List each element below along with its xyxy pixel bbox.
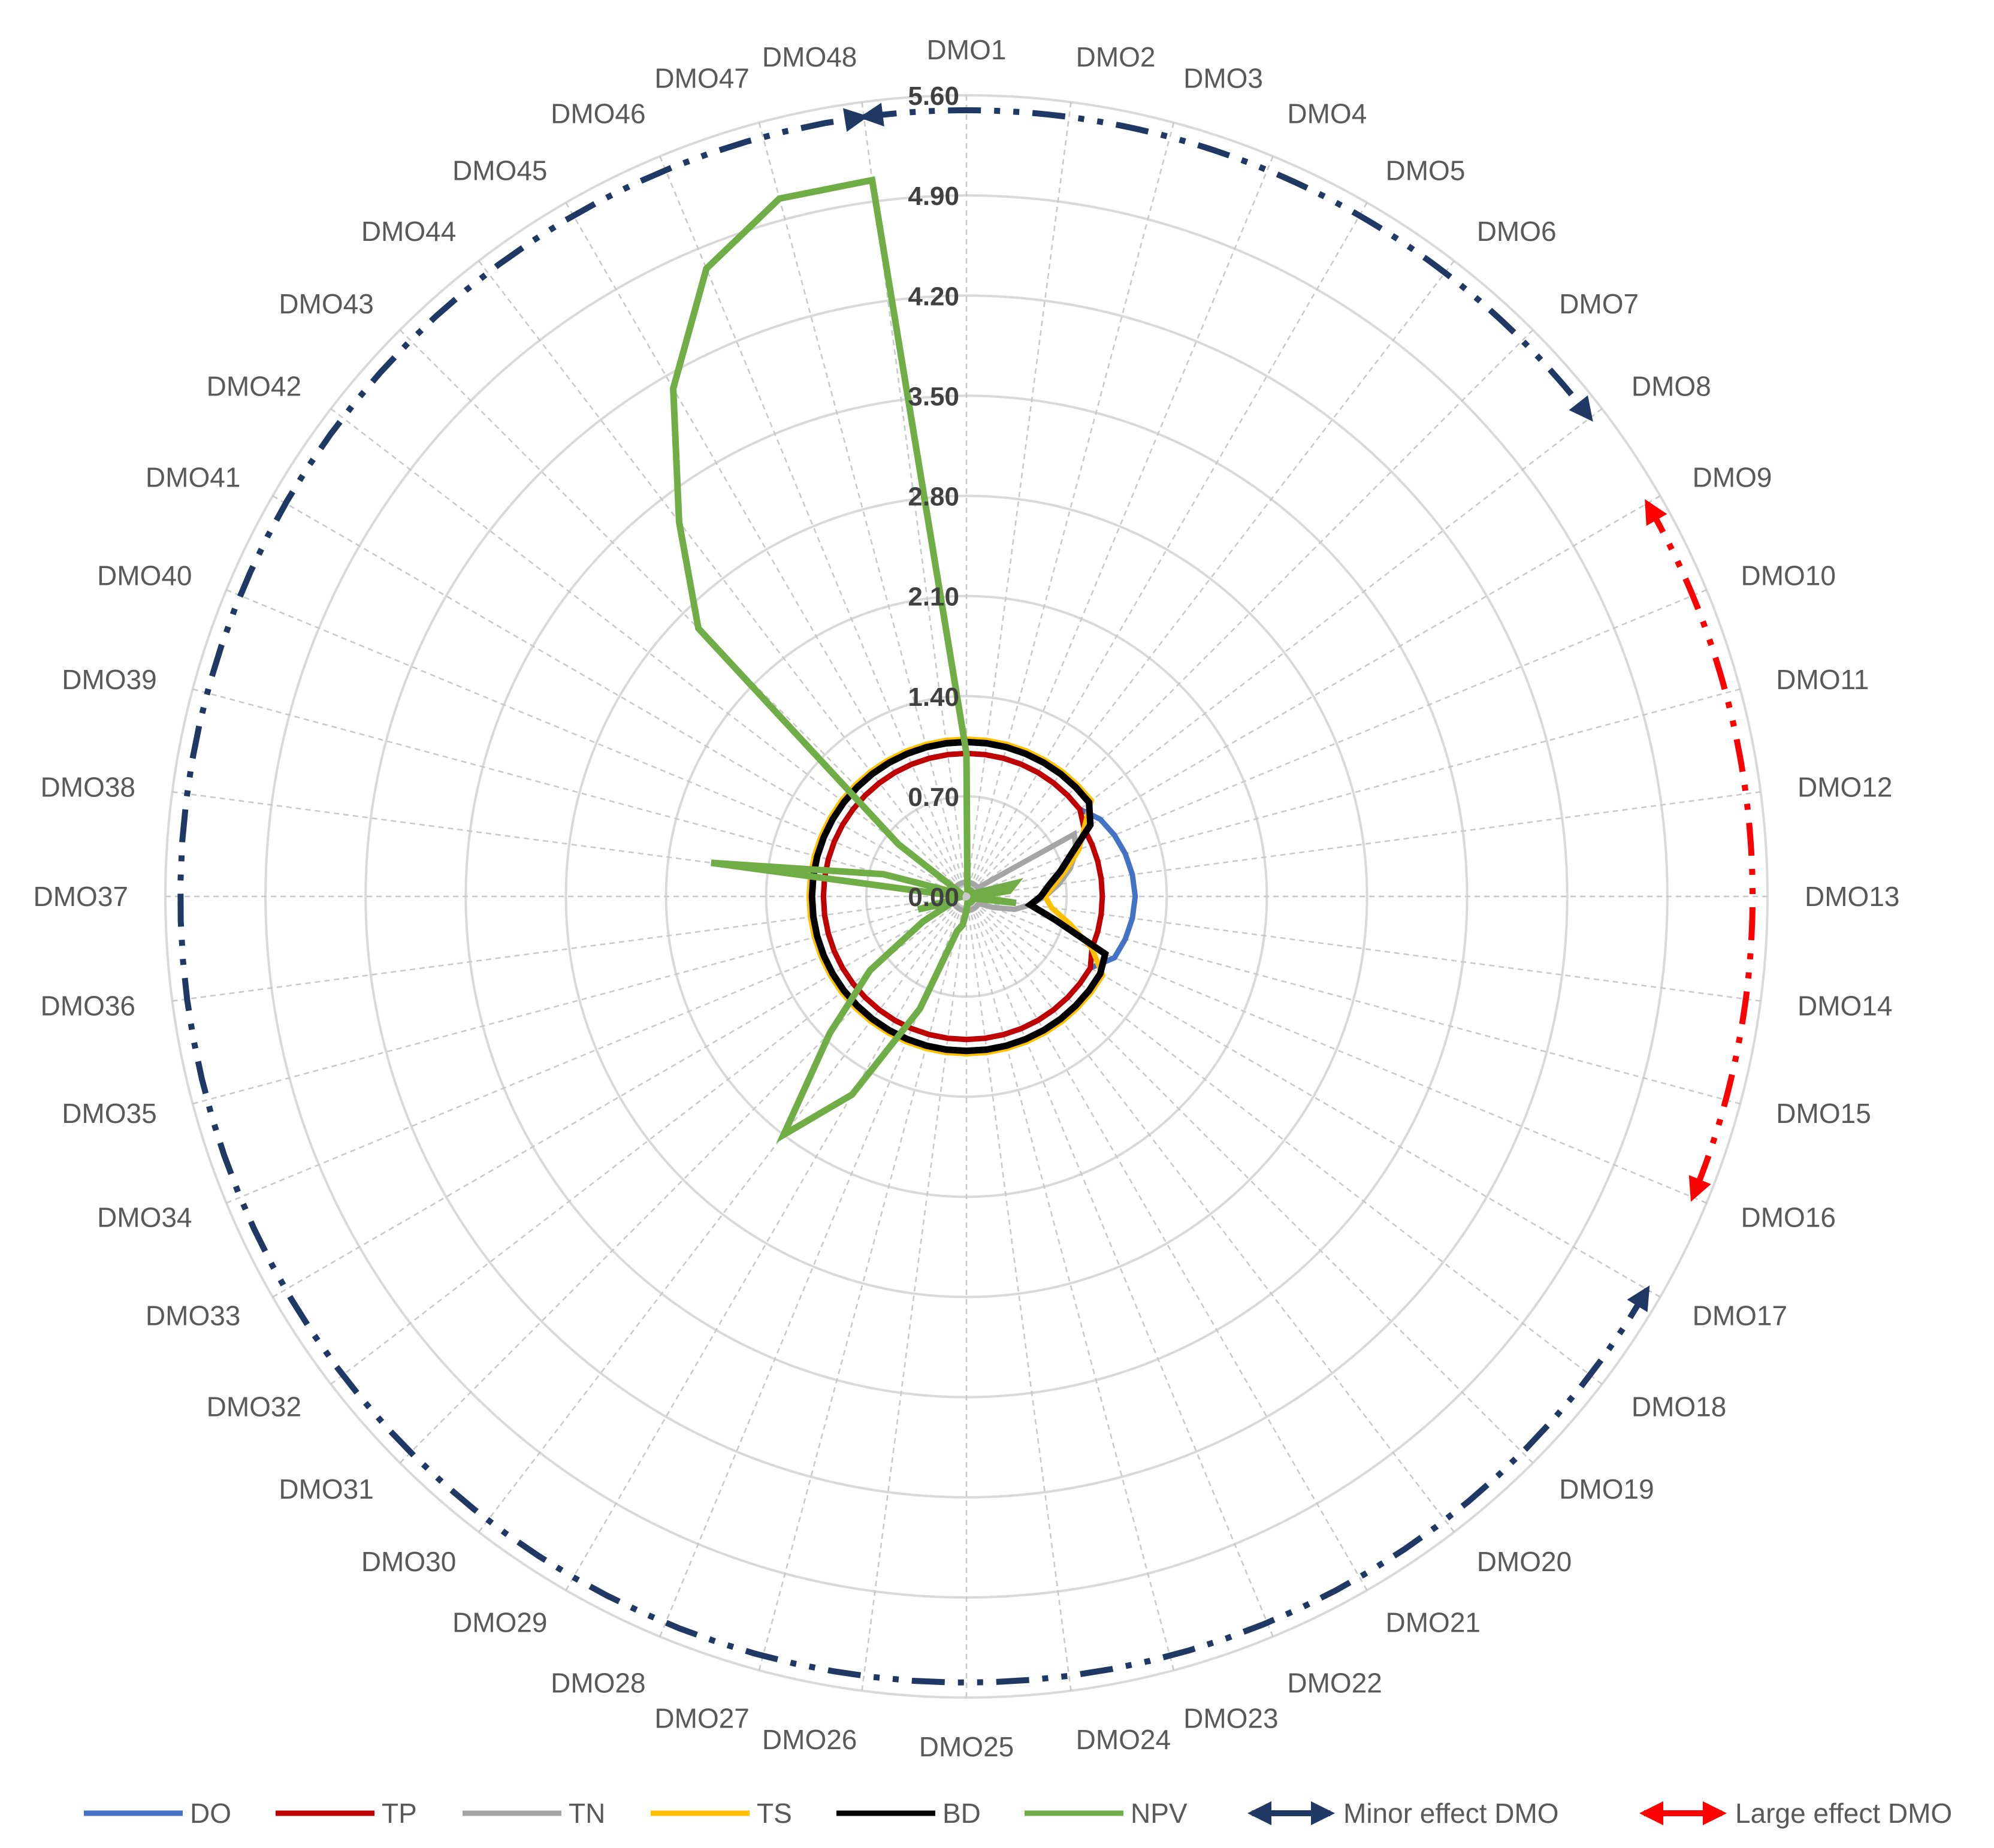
category-labels: DMO1 DMO2 DMO3 DMO4 DMO5 DMO6 DMO7 DMO8 DMO9 DMO1… bbox=[34, 34, 1900, 1762]
category-label-dmo43: DMO43 bbox=[279, 288, 373, 319]
category-label-dmo1: DMO1 bbox=[927, 34, 1007, 65]
category-label-dmo44: DMO44 bbox=[361, 216, 456, 247]
category-label-dmo7: DMO7 bbox=[1559, 288, 1639, 319]
category-label-dmo34: DMO34 bbox=[97, 1201, 192, 1233]
category-label-dmo16: DMO16 bbox=[1741, 1201, 1836, 1233]
category-label-dmo17: DMO17 bbox=[1693, 1300, 1787, 1331]
category-label-dmo4: DMO4 bbox=[1287, 98, 1367, 129]
legend-label: Large effect DMO bbox=[1735, 1798, 1952, 1829]
category-label-dmo21: DMO21 bbox=[1386, 1607, 1481, 1638]
series-npv bbox=[670, 176, 1023, 1143]
category-label-dmo31: DMO31 bbox=[279, 1473, 373, 1505]
category-label-dmo45: DMO45 bbox=[452, 155, 547, 186]
minor-effect-arc-1 bbox=[177, 108, 1650, 1686]
category-label-dmo11: DMO11 bbox=[1776, 664, 1869, 695]
category-label-dmo40: DMO40 bbox=[97, 560, 192, 591]
category-label-dmo46: DMO46 bbox=[551, 98, 645, 129]
tick-label: 5.60 bbox=[908, 81, 959, 111]
category-label-dmo32: DMO32 bbox=[207, 1391, 301, 1423]
category-label-dmo35: DMO35 bbox=[62, 1098, 156, 1129]
series-bd bbox=[808, 738, 1109, 1055]
category-label-dmo5: DMO5 bbox=[1386, 155, 1466, 186]
category-label-dmo29: DMO29 bbox=[452, 1607, 547, 1638]
tick-label: 2.10 bbox=[908, 582, 959, 612]
legend-label: DO bbox=[190, 1798, 231, 1829]
category-label-dmo26: DMO26 bbox=[762, 1724, 857, 1755]
legend-label: BD bbox=[942, 1798, 981, 1829]
legend-label: TS bbox=[757, 1798, 792, 1829]
category-label-dmo9: DMO9 bbox=[1693, 462, 1772, 493]
angular-gridlines bbox=[165, 95, 1768, 1698]
legend-label: Minor effect DMO bbox=[1343, 1798, 1559, 1829]
category-label-dmo28: DMO28 bbox=[551, 1668, 645, 1699]
effect-annotation-arcs bbox=[177, 102, 1756, 1686]
category-label-dmo41: DMO41 bbox=[146, 462, 240, 493]
category-label-dmo19: DMO19 bbox=[1559, 1473, 1654, 1505]
category-label-dmo47: DMO47 bbox=[654, 63, 749, 94]
category-label-dmo10: DMO10 bbox=[1741, 560, 1836, 591]
category-label-dmo2: DMO2 bbox=[1076, 41, 1156, 73]
data-series bbox=[670, 176, 1138, 1143]
tick-label: 4.90 bbox=[908, 182, 959, 211]
tick-label: 0.00 bbox=[908, 883, 959, 912]
category-label-dmo3: DMO3 bbox=[1183, 63, 1263, 94]
category-label-dmo38: DMO38 bbox=[41, 771, 135, 802]
category-label-dmo14: DMO14 bbox=[1797, 991, 1892, 1022]
category-label-dmo23: DMO23 bbox=[1183, 1702, 1278, 1734]
legend-label: TN bbox=[569, 1798, 605, 1829]
category-label-dmo13: DMO13 bbox=[1805, 881, 1899, 912]
category-label-dmo24: DMO24 bbox=[1076, 1724, 1171, 1755]
tick-label: 0.70 bbox=[908, 783, 959, 812]
category-label-dmo8: DMO8 bbox=[1632, 370, 1711, 401]
category-label-dmo33: DMO33 bbox=[146, 1300, 240, 1331]
category-label-dmo27: DMO27 bbox=[654, 1702, 749, 1734]
category-label-dmo15: DMO15 bbox=[1776, 1098, 1871, 1129]
category-label-dmo37: DMO37 bbox=[34, 881, 128, 912]
category-label-dmo25: DMO25 bbox=[919, 1731, 1014, 1762]
tick-label: 4.20 bbox=[908, 282, 959, 311]
radial-tick-labels: 0.00 0.70 1.40 2.10 2.80 3.50 4.20 4.90 5.60 bbox=[908, 81, 959, 912]
category-label-dmo12: DMO12 bbox=[1797, 771, 1892, 802]
tick-label: 1.40 bbox=[908, 683, 959, 712]
large-effect-arc-1 bbox=[1644, 499, 1756, 1202]
legend-label: NPV bbox=[1131, 1798, 1188, 1829]
category-label-dmo30: DMO30 bbox=[361, 1546, 456, 1577]
category-label-dmo39: DMO39 bbox=[62, 664, 156, 695]
category-label-dmo42: DMO42 bbox=[207, 370, 301, 401]
category-label-dmo48: DMO48 bbox=[762, 41, 857, 73]
minor-effect-arc-2 bbox=[859, 102, 1593, 422]
tick-label: 3.50 bbox=[908, 382, 959, 411]
tick-label: 2.80 bbox=[908, 482, 959, 512]
category-label-dmo6: DMO6 bbox=[1477, 216, 1557, 247]
category-label-dmo22: DMO22 bbox=[1287, 1668, 1382, 1699]
legend-label: TP bbox=[382, 1798, 417, 1829]
category-label-dmo36: DMO36 bbox=[41, 991, 135, 1022]
category-label-dmo20: DMO20 bbox=[1477, 1546, 1572, 1577]
legend: DO TP TN TS BD NPV Minor effect DMO Large effec… bbox=[84, 1798, 1952, 1829]
category-label-dmo18: DMO18 bbox=[1632, 1391, 1726, 1423]
